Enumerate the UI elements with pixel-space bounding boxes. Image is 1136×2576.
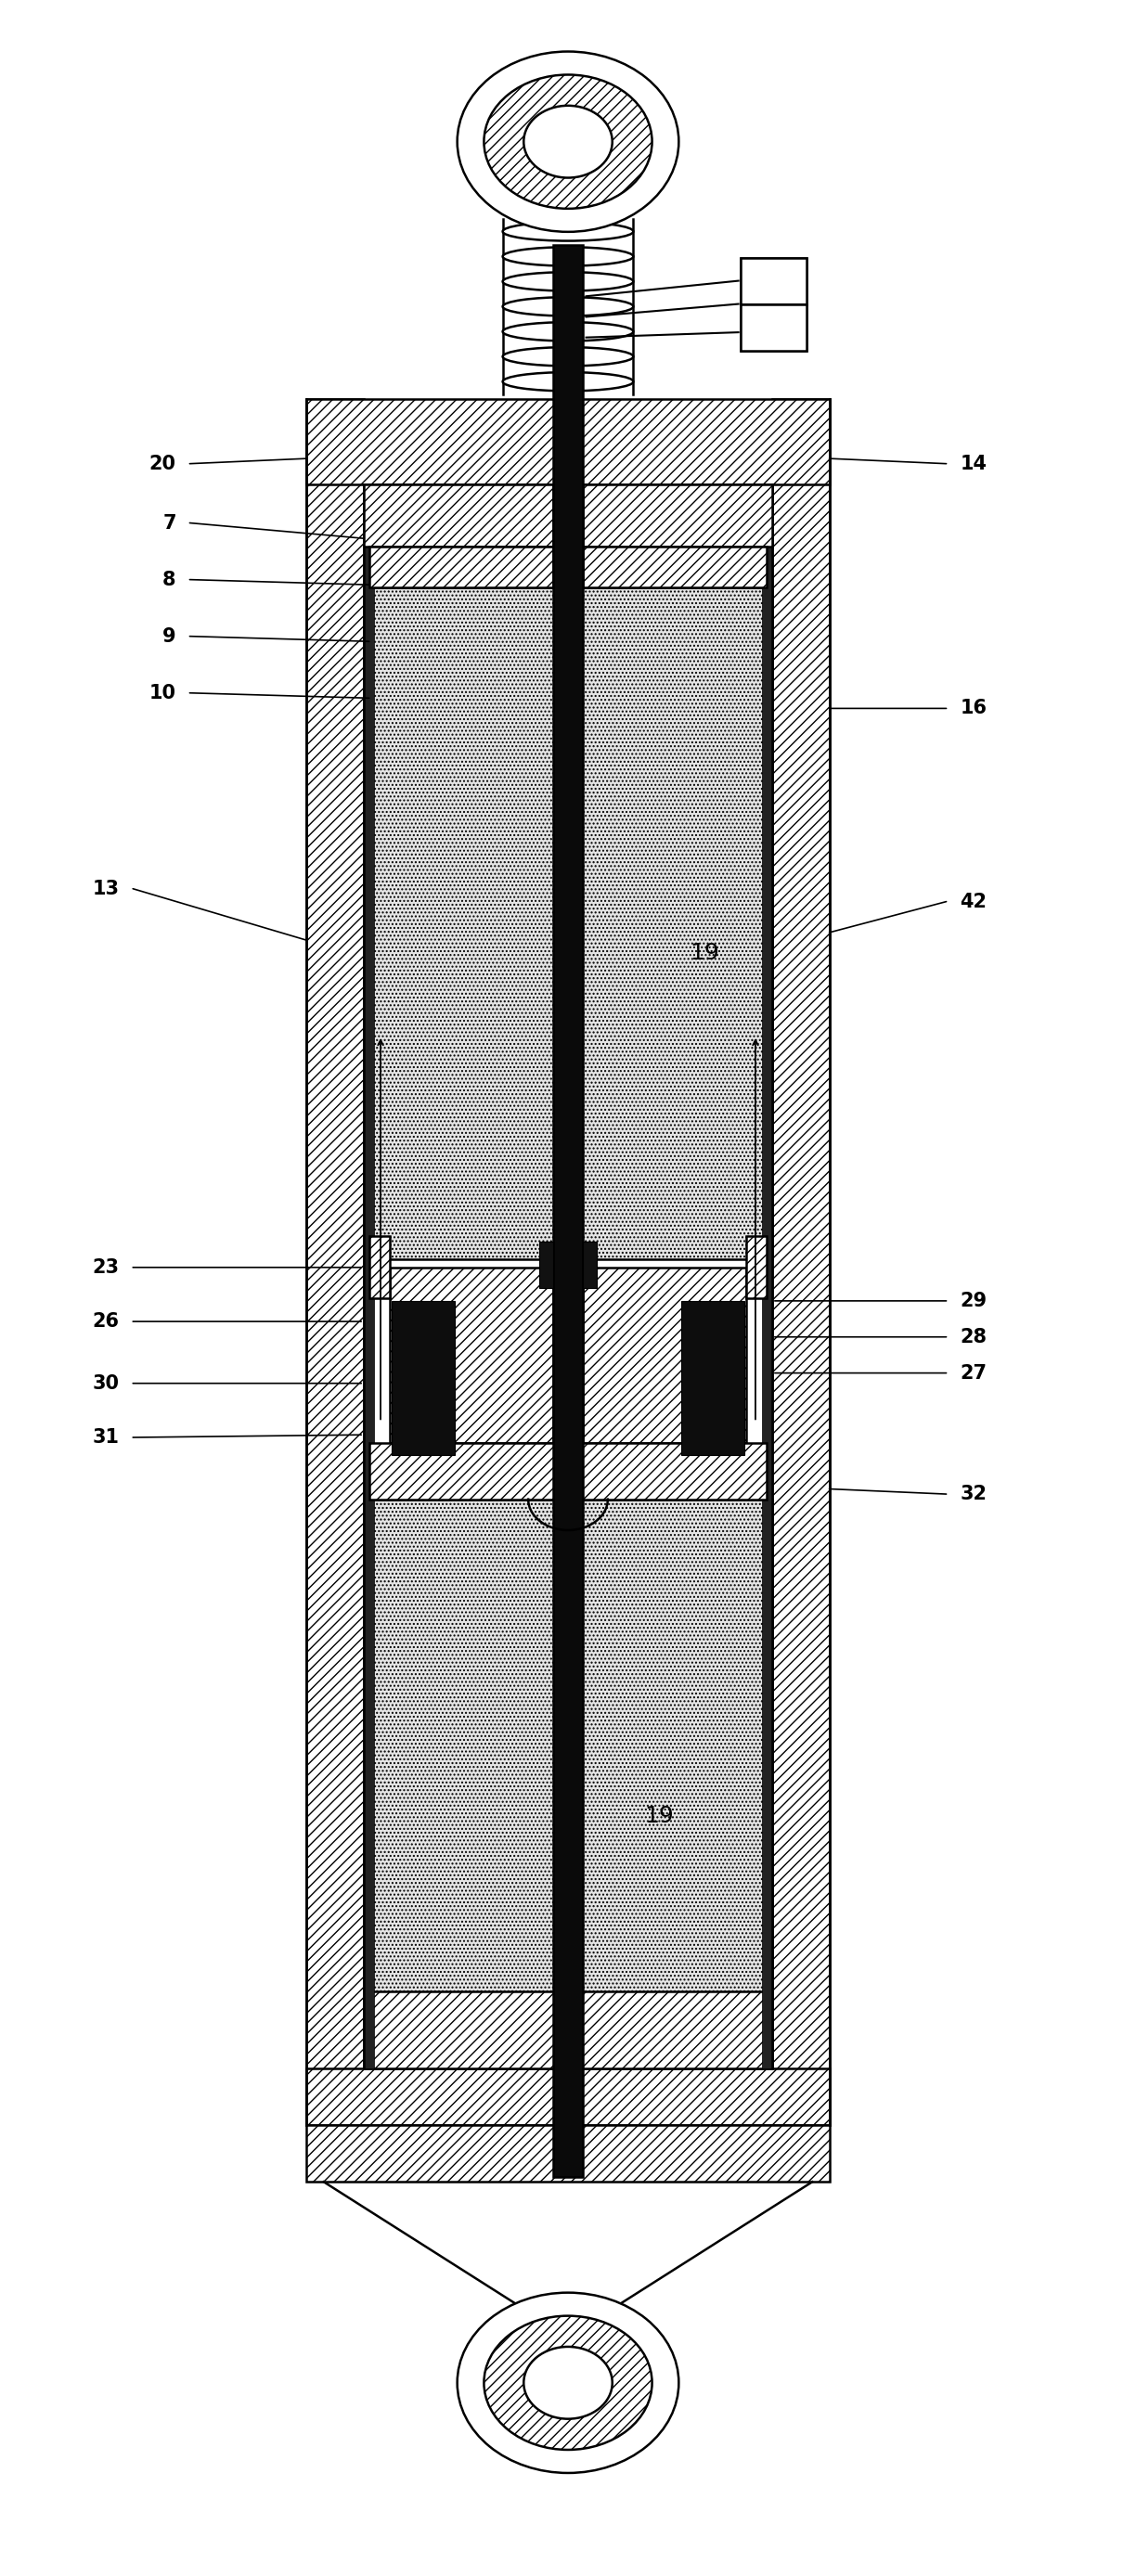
Bar bbox=[307, 399, 364, 2125]
Bar bbox=[307, 2069, 829, 2125]
Text: 19: 19 bbox=[690, 943, 719, 963]
Text: 16: 16 bbox=[960, 698, 987, 719]
Bar bbox=[583, 546, 767, 587]
Bar bbox=[583, 1242, 596, 1288]
Text: 42: 42 bbox=[960, 891, 987, 912]
Bar bbox=[392, 1301, 454, 1455]
Ellipse shape bbox=[524, 106, 612, 178]
Text: 9: 9 bbox=[162, 626, 176, 647]
Text: 29: 29 bbox=[960, 1291, 987, 1311]
Ellipse shape bbox=[502, 296, 634, 317]
Text: 23: 23 bbox=[92, 1257, 119, 1278]
Text: 8: 8 bbox=[162, 569, 176, 590]
Bar bbox=[390, 1267, 553, 1443]
Bar bbox=[364, 484, 374, 2069]
Ellipse shape bbox=[502, 348, 634, 366]
Bar bbox=[741, 304, 807, 350]
Ellipse shape bbox=[457, 2293, 679, 2473]
Bar bbox=[364, 1991, 772, 2069]
Bar bbox=[364, 587, 772, 1260]
Bar bbox=[540, 1242, 553, 1288]
Text: 10: 10 bbox=[149, 683, 176, 703]
Bar bbox=[762, 484, 772, 2069]
Bar bbox=[369, 1443, 767, 1499]
Bar bbox=[682, 1301, 744, 1455]
Ellipse shape bbox=[484, 2316, 652, 2450]
Text: 19: 19 bbox=[644, 1806, 674, 1826]
Bar bbox=[369, 546, 553, 587]
Ellipse shape bbox=[524, 2347, 612, 2419]
Text: 30: 30 bbox=[92, 1373, 119, 1394]
Bar bbox=[553, 245, 583, 2177]
Bar bbox=[741, 258, 807, 304]
Bar bbox=[741, 258, 807, 304]
Text: 13: 13 bbox=[92, 878, 119, 899]
Ellipse shape bbox=[484, 75, 652, 209]
Ellipse shape bbox=[502, 222, 634, 242]
Bar bbox=[364, 2053, 772, 2125]
Bar bbox=[307, 2125, 829, 2182]
Ellipse shape bbox=[457, 52, 679, 232]
Bar bbox=[364, 484, 553, 546]
Ellipse shape bbox=[502, 374, 634, 392]
Text: 14: 14 bbox=[960, 453, 987, 474]
Bar bbox=[583, 484, 772, 546]
Ellipse shape bbox=[502, 273, 634, 291]
Bar bbox=[364, 1499, 772, 2069]
Bar bbox=[369, 1236, 390, 1298]
Text: 27: 27 bbox=[960, 1363, 987, 1383]
Text: 7: 7 bbox=[162, 513, 176, 533]
Text: 32: 32 bbox=[960, 1484, 987, 1504]
Bar bbox=[772, 399, 829, 2125]
Ellipse shape bbox=[502, 322, 634, 340]
Bar bbox=[741, 304, 807, 350]
Bar bbox=[583, 1267, 746, 1443]
Bar bbox=[746, 1236, 767, 1298]
Text: 26: 26 bbox=[92, 1311, 119, 1332]
Text: 28: 28 bbox=[960, 1327, 987, 1347]
Text: 31: 31 bbox=[92, 1427, 119, 1448]
Bar bbox=[307, 399, 829, 484]
Text: 20: 20 bbox=[149, 453, 176, 474]
Ellipse shape bbox=[502, 247, 634, 265]
